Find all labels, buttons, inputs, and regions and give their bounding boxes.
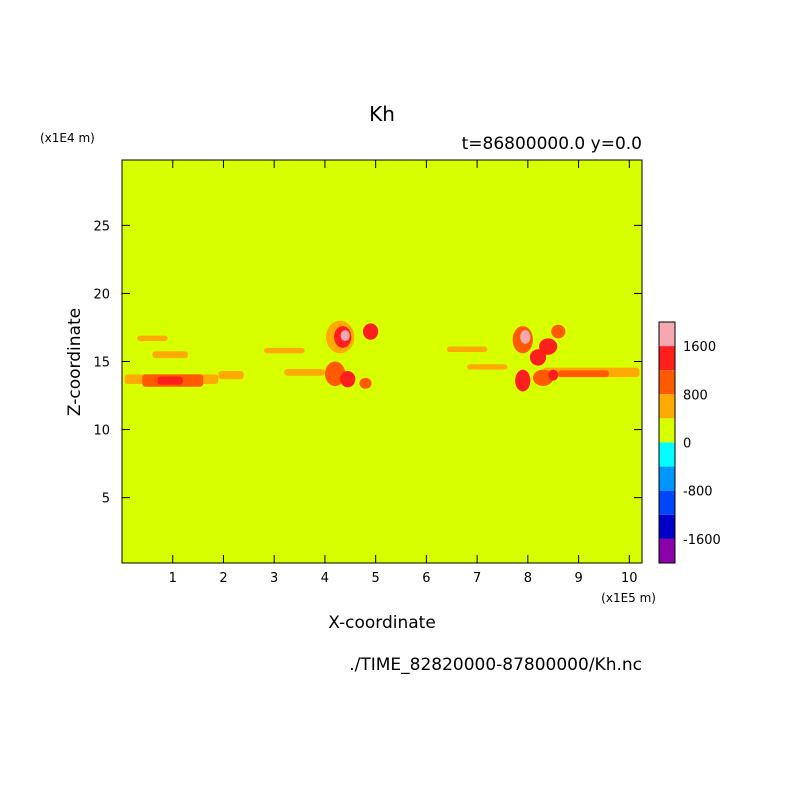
colorbar-label-1: 800: [683, 388, 708, 403]
y-tick-label-4: 25: [93, 219, 110, 234]
source-file-label: ./TIME_82820000-87800000/Kh.nc: [349, 655, 642, 675]
plot-area: 1 2 3 4 5 6 7 8 9 10 5 10 15 20 25: [93, 159, 643, 586]
x-tick-label-8: 9: [574, 571, 582, 586]
colorbar-swatch-8: [659, 514, 675, 539]
x-tick-label-2: 3: [270, 571, 278, 586]
y-tick-label-2: 15: [93, 356, 110, 371]
contour-band-6: [284, 368, 325, 376]
x-tick-label-6: 7: [473, 571, 481, 586]
colorbar-label-4: -1600: [683, 533, 721, 548]
contour-cell-20: [520, 330, 531, 344]
contour-cell-13: [340, 371, 356, 388]
contour-cell-25: [532, 369, 554, 387]
chart-title: Kh: [369, 102, 395, 126]
colorbar-swatch-1: [659, 346, 675, 371]
colorbar-label-2: 0: [683, 437, 691, 452]
colorbar-swatch-6: [659, 466, 675, 491]
colorbar-swatch-7: [659, 490, 675, 515]
colorbar-label-0: 1600: [683, 340, 716, 355]
y-unit-label: (x1E4 m): [40, 131, 95, 145]
x-tick-label-7: 8: [524, 571, 532, 586]
x-tick-label-0: 1: [169, 571, 177, 586]
contour-cell-10: [340, 330, 350, 342]
y-tick-label-1: 10: [93, 424, 110, 439]
chart-subtitle: t=86800000.0 y=0.0: [462, 134, 642, 154]
colorbar-swatch-0: [659, 322, 675, 347]
colorbar-swatch-2: [659, 370, 675, 395]
contour-band-2: [157, 376, 183, 385]
contour-cell-23: [551, 324, 566, 339]
contour-band-16: [466, 364, 508, 370]
x-tick-label-5: 6: [422, 571, 430, 586]
colorbar: 1600 800 0 -800 -1600: [658, 321, 721, 564]
x-axis-label: X-coordinate: [328, 613, 436, 633]
contour-cell-26: [548, 369, 559, 381]
x-tick-label-1: 2: [219, 571, 227, 586]
contour-cell-21: [529, 349, 547, 366]
x-tick-label-4: 5: [372, 571, 380, 586]
contour-band-15: [446, 346, 488, 352]
y-axis-label: Z-coordinate: [65, 308, 85, 416]
x-tick-label-3: 4: [321, 571, 329, 586]
contour-cell-22: [539, 338, 558, 355]
colorbar-label-3: -800: [683, 485, 713, 500]
contour-cell-12: [324, 361, 346, 387]
colorbar-swatch-5: [659, 442, 675, 467]
contour-cell-11: [362, 323, 379, 340]
x-unit-label: (x1E5 m): [601, 591, 656, 605]
contour-band-5: [218, 371, 244, 380]
colorbar-frame: [658, 321, 676, 564]
contour-cell-14: [359, 377, 372, 389]
colorbar-swatch-9: [659, 538, 675, 563]
field-background: [122, 160, 642, 563]
colorbar-swatch-4: [659, 418, 675, 443]
y-tick-label-3: 20: [93, 287, 110, 302]
contour-band-18: [558, 370, 610, 378]
contour-band-3: [152, 351, 188, 359]
contour-cell-24: [515, 369, 531, 392]
contour-band-4: [137, 335, 168, 342]
y-tick-label-0: 5: [102, 492, 110, 507]
contour-band-7: [264, 347, 305, 354]
colorbar-swatch-3: [659, 394, 675, 419]
x-tick-label-9: 10: [621, 571, 638, 586]
